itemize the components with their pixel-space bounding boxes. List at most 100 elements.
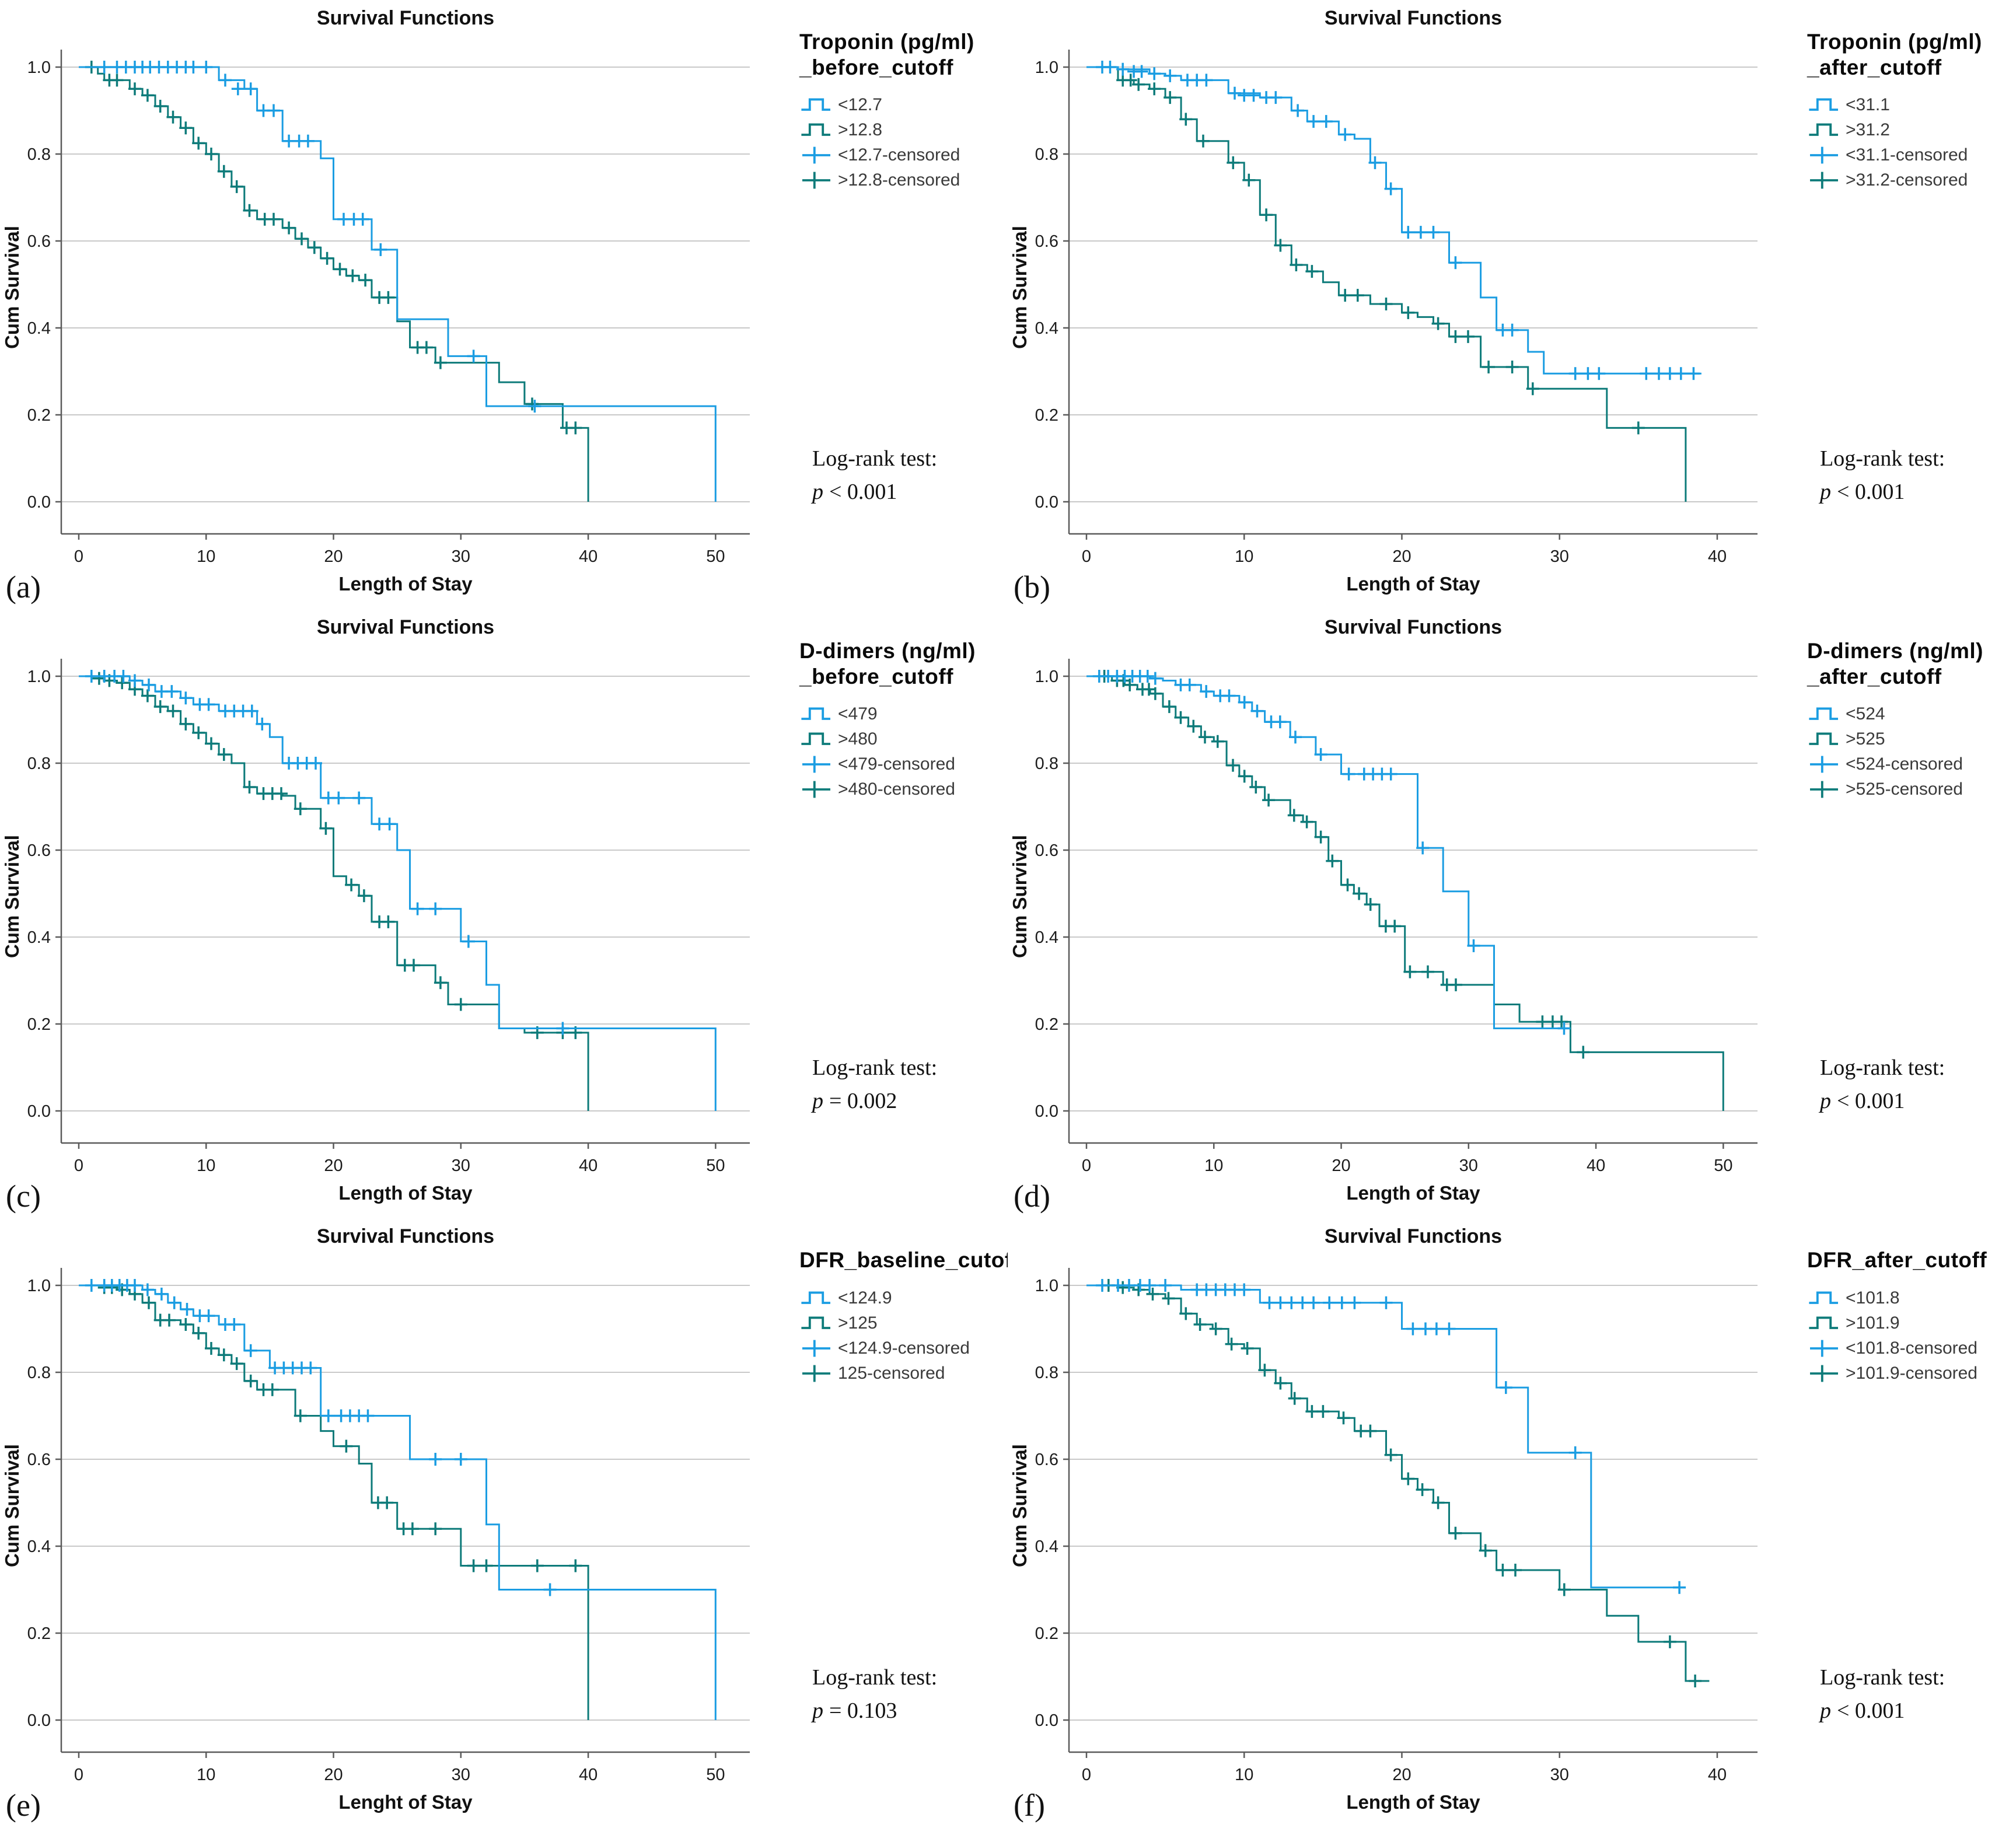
survival-curve xyxy=(79,66,589,502)
legend-title: Troponin (pg/ml) _after_cutoff xyxy=(1807,30,1982,79)
km-chart-c: 0 10 20 30 40 50 0.0 0.2 0.4 0.6 0.8 1.0 Survival Fu… xyxy=(1,616,750,1214)
legend-label: >101.9-censored xyxy=(1846,1363,1977,1383)
legend-title: Troponin (pg/ml) _before_cutoff xyxy=(799,30,974,79)
legend-label: <31.1-censored xyxy=(1846,145,1968,165)
y-tick-label: 0.8 xyxy=(27,754,51,773)
step-line-icon xyxy=(1807,121,1841,139)
y-tick-label: 0.6 xyxy=(1035,841,1058,860)
chart-area-e: 0 10 20 30 40 50 0.0 0.2 0.4 0.6 0.8 1.0 Survival Fu… xyxy=(0,1218,759,1828)
y-tick-label: 0.4 xyxy=(1035,1537,1058,1556)
legend-d: D-dimers (ng/ml) _after_cutoff <524 >525… xyxy=(1766,609,2016,1218)
legend-item: >12.8-censored xyxy=(799,170,1003,190)
panel-letter: (a) xyxy=(6,569,41,604)
x-tick-label: 20 xyxy=(324,547,343,566)
x-tick-label: 10 xyxy=(1235,547,1253,566)
km-chart-e: 0 10 20 30 40 50 0.0 0.2 0.4 0.6 0.8 1.0 Survival Fu… xyxy=(1,1225,750,1823)
y-tick-label: 0.6 xyxy=(27,1450,51,1469)
logrank-test: Log-rank test: p < 0.001 xyxy=(1820,1051,1945,1118)
legend-item: >525-censored xyxy=(1807,780,2011,799)
chart-title: Survival Functions xyxy=(1325,1225,1502,1247)
legend-label: >125 xyxy=(838,1313,878,1333)
legend-title: D-dimers (ng/ml) _before_cutoff xyxy=(799,639,976,688)
censored-plus-icon xyxy=(1807,1364,1841,1383)
legend-label: <479 xyxy=(838,704,878,724)
legend-label: <12.7 xyxy=(838,95,882,115)
x-tick-label: 20 xyxy=(324,1156,343,1175)
km-chart-d: 0 10 20 30 40 50 0.0 0.2 0.4 0.6 0.8 1.0 Survival Fu… xyxy=(1009,616,1758,1214)
legend-label: <101.8-censored xyxy=(1846,1338,1977,1358)
y-axis-title: Cum Survival xyxy=(1009,835,1030,958)
y-tick-label: 0.2 xyxy=(1035,406,1058,425)
legend-item: >31.2-censored xyxy=(1807,170,2011,190)
legend-label: >12.8-censored xyxy=(838,170,960,190)
censored-plus-icon xyxy=(1807,755,1841,774)
step-line-icon xyxy=(1807,96,1841,114)
x-tick-label: 10 xyxy=(197,1766,215,1784)
step-line-icon xyxy=(799,705,833,723)
y-tick-label: 1.0 xyxy=(1035,58,1058,77)
logrank-label: Log-rank test: xyxy=(1820,446,1945,471)
y-tick-label: 0.4 xyxy=(1035,319,1058,338)
panel-e: 0 10 20 30 40 50 0.0 0.2 0.4 0.6 0.8 1.0 Survival Fu… xyxy=(0,1218,1008,1828)
legend-label: <124.9 xyxy=(838,1288,892,1308)
y-tick-label: 0.6 xyxy=(27,841,51,860)
chart-title: Survival Functions xyxy=(1325,616,1502,638)
x-axis-title: Length of Stay xyxy=(1346,1791,1480,1813)
legend-label: >525-censored xyxy=(1846,780,1963,799)
legend-item: <124.9-censored xyxy=(799,1338,1008,1358)
x-tick-label: 10 xyxy=(197,547,215,566)
legend-label: <31.1 xyxy=(1846,95,1890,115)
y-tick-label: 0.4 xyxy=(27,1537,51,1556)
legend-label: >525 xyxy=(1846,729,1885,749)
y-tick-label: 1.0 xyxy=(1035,1277,1058,1295)
x-tick-label: 40 xyxy=(1587,1156,1605,1175)
y-tick-label: 1.0 xyxy=(27,667,51,686)
legend-item: <31.1-censored xyxy=(1807,145,2011,165)
logrank-label: Log-rank test: xyxy=(812,446,938,471)
y-axis-title: Cum Survival xyxy=(1,835,23,958)
survival-curve xyxy=(1086,66,1687,502)
logrank-test: Log-rank test: p < 0.001 xyxy=(1820,1661,1945,1728)
y-tick-label: 0.8 xyxy=(1035,1364,1058,1382)
y-tick-label: 0.0 xyxy=(27,493,51,512)
y-tick-label: 1.0 xyxy=(1035,667,1058,686)
y-axis-title: Cum Survival xyxy=(1009,1444,1030,1567)
legend-items: <12.7 >12.8 <12.7-censored >12.8-censore… xyxy=(799,95,1003,190)
step-line-icon xyxy=(799,96,833,114)
step-line-icon xyxy=(799,121,833,139)
legend-item: <12.7 xyxy=(799,95,1003,115)
legend-item: <124.9 xyxy=(799,1288,1008,1308)
y-tick-label: 0.2 xyxy=(1035,1624,1058,1643)
censored-plus-icon xyxy=(1807,780,1841,799)
legend-item: >525 xyxy=(1807,729,2011,749)
y-tick-label: 0.0 xyxy=(1035,1102,1058,1121)
y-tick-label: 0.2 xyxy=(27,406,51,425)
censored-plus-icon xyxy=(1807,171,1841,190)
legend-item: >480-censored xyxy=(799,780,1003,799)
censored-plus-icon xyxy=(1807,146,1841,165)
chart-title: Survival Functions xyxy=(317,7,494,29)
x-tick-label: 40 xyxy=(1708,547,1727,566)
x-tick-label: 0 xyxy=(1082,547,1091,566)
survival-curve xyxy=(1086,675,1724,1111)
y-tick-label: 0.0 xyxy=(27,1711,51,1730)
logrank-pvalue: p < 0.001 xyxy=(1820,1089,1905,1113)
x-axis-title: Length of Stay xyxy=(1346,573,1480,595)
x-tick-label: 30 xyxy=(452,547,470,566)
legend-title: DFR_after_cutoff xyxy=(1807,1248,1987,1272)
y-tick-label: 0.2 xyxy=(27,1015,51,1034)
legend-item: >12.8 xyxy=(799,120,1003,140)
logrank-pvalue: p < 0.001 xyxy=(1820,1698,1905,1723)
panel-letter: (c) xyxy=(6,1179,41,1214)
logrank-label: Log-rank test: xyxy=(1820,1055,1945,1080)
y-tick-label: 0.2 xyxy=(1035,1015,1058,1034)
survival-curve xyxy=(79,1284,589,1720)
logrank-test: Log-rank test: p = 0.002 xyxy=(812,1051,937,1118)
x-tick-label: 0 xyxy=(74,1766,83,1784)
logrank-pvalue: p < 0.001 xyxy=(1820,480,1905,504)
step-line-icon xyxy=(1807,1289,1841,1308)
survival-curve xyxy=(79,66,717,502)
legend-item: <479 xyxy=(799,704,1003,724)
x-tick-label: 30 xyxy=(452,1766,470,1784)
chart-area-a: 0 10 20 30 40 50 0.0 0.2 0.4 0.6 0.8 1.0 Survival Fu… xyxy=(0,0,759,609)
